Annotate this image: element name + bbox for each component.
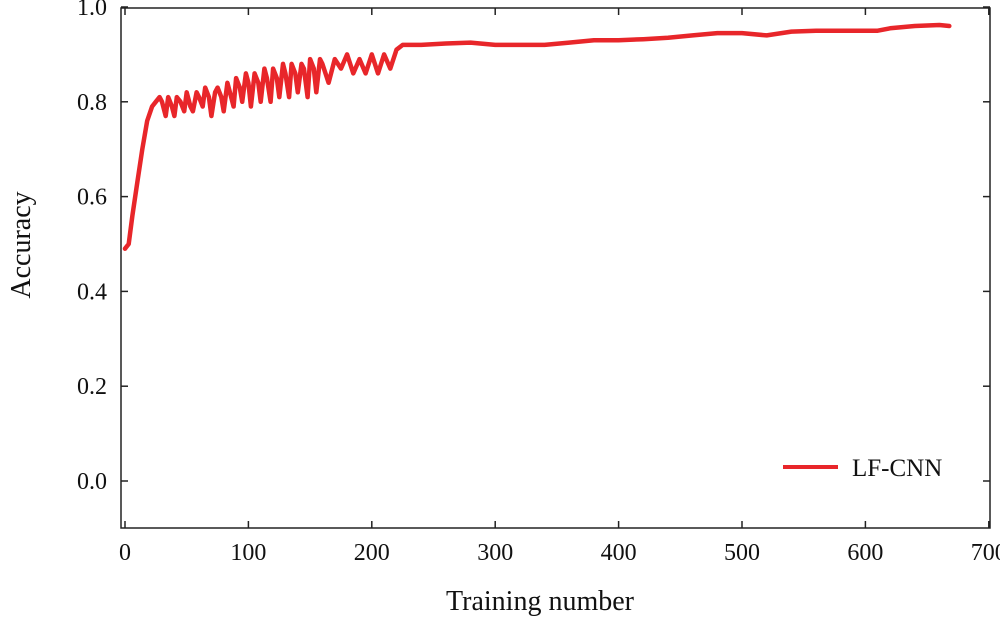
legend-label: LF-CNN — [852, 455, 942, 482]
x-tick-label: 600 — [847, 540, 883, 566]
y-tick-label: 0.4 — [77, 279, 107, 305]
x-axis-title: Training number — [446, 586, 635, 617]
x-tick-label: 700 — [971, 540, 1000, 566]
y-axis-title: Accuracy — [6, 191, 37, 298]
x-tick-label: 0 — [119, 540, 131, 566]
legend: LF-CNN — [783, 455, 942, 482]
y-tick-label: 1.0 — [77, 0, 107, 21]
y-tick-label: 0.8 — [77, 90, 107, 116]
y-tick-label: 0.0 — [77, 469, 107, 495]
x-axis-ticks: 0 100 200 300 400 500 600 700 — [119, 8, 1000, 566]
x-tick-label: 500 — [724, 540, 760, 566]
series-layer — [122, 22, 952, 251]
y-axis-ticks: 0.0 0.2 0.4 0.6 0.8 1.0 — [77, 0, 990, 495]
y-tick-label: 0.6 — [77, 185, 107, 211]
plot-border — [120, 7, 991, 529]
x-tick-label: 400 — [601, 540, 637, 566]
series-line-lf-cnn — [122, 22, 952, 251]
x-tick-label: 300 — [477, 540, 513, 566]
y-tick-label: 0.2 — [77, 374, 107, 400]
x-tick-label: 200 — [354, 540, 390, 566]
plot-frame — [120, 7, 991, 529]
x-tick-label: 100 — [230, 540, 266, 566]
